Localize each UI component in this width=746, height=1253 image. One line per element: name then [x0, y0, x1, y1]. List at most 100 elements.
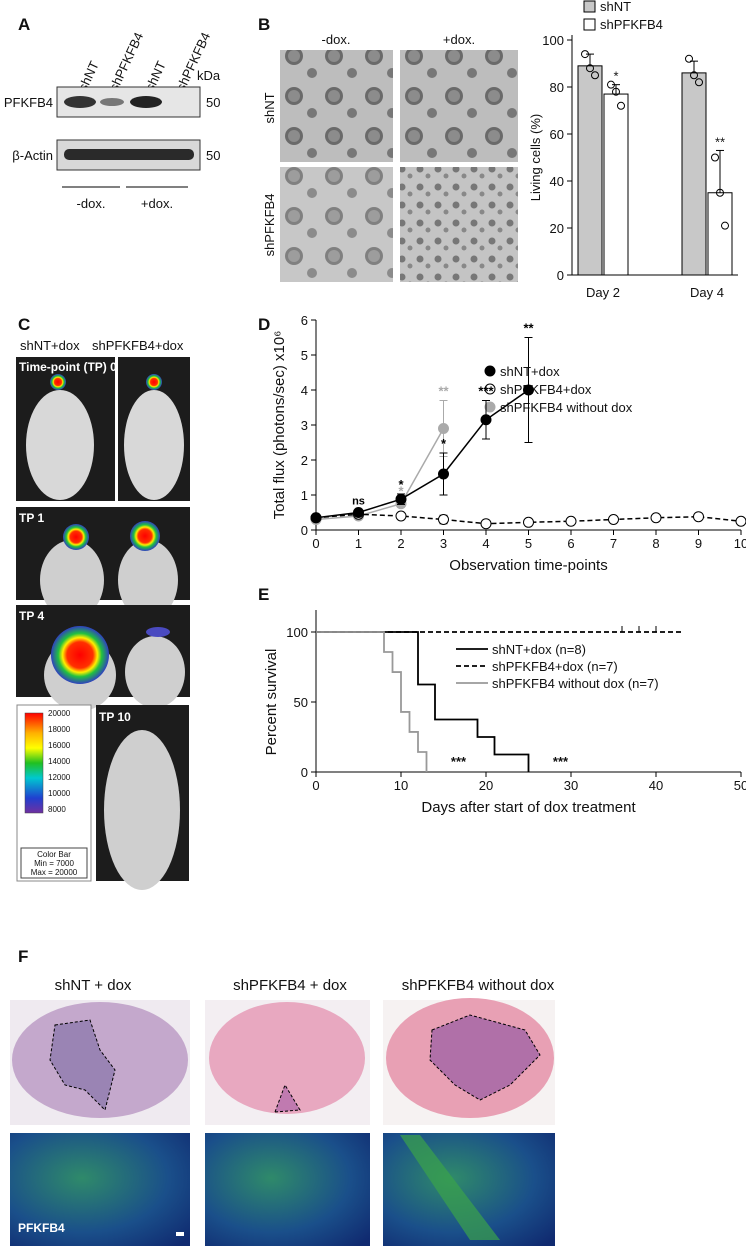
histology: PFKFB4	[10, 998, 555, 1246]
y-tick-label: 0	[301, 523, 308, 538]
legend-label: shPFKFB4	[600, 17, 663, 32]
legend-swatch	[583, 0, 596, 13]
series-line	[315, 513, 742, 525]
x-tick-label: 50	[734, 778, 746, 793]
mouse	[118, 540, 178, 620]
x-tick-label: 20	[479, 778, 493, 793]
color-bar-title: Color Bar	[37, 850, 71, 859]
series-line	[315, 428, 445, 521]
lane-label: shPFKFB4	[173, 30, 213, 93]
mouse	[40, 540, 104, 620]
column-label: -dox.	[322, 32, 351, 47]
y-tick-label: 40	[550, 174, 564, 189]
x-tick-label: 0	[312, 778, 319, 793]
y-tick-label: 5	[301, 348, 308, 363]
data-point	[523, 516, 534, 528]
lane-label: shPFKFB4	[106, 30, 146, 93]
y-tick-label: 1	[301, 488, 308, 503]
data-point	[395, 493, 407, 505]
data-point	[607, 80, 615, 89]
micrograph	[280, 50, 393, 162]
data-point	[480, 518, 492, 530]
legend-marker	[484, 401, 496, 413]
legend-label: shNT+dox	[500, 364, 560, 379]
significance: **	[438, 384, 449, 399]
data-point	[617, 101, 625, 110]
x-tick-label: Day 2	[586, 285, 620, 300]
data-point	[586, 64, 594, 73]
signal	[130, 521, 160, 551]
row-label: shNT	[262, 92, 277, 123]
signal	[50, 374, 66, 390]
color-bar-tick: 12000	[48, 773, 71, 782]
column-label: shPFKFB4 + dox	[233, 977, 347, 994]
legend-label: shPFKFB4+dox (n=7)	[492, 659, 618, 674]
x-tick-label: 30	[564, 778, 578, 793]
y-tick-label: 80	[550, 80, 564, 95]
color-bar-tick: 14000	[48, 757, 71, 766]
row-label: β-Actin	[12, 148, 53, 163]
x-tick-label: 10	[734, 536, 746, 551]
row-label: shPFKFB4	[262, 194, 277, 257]
y-tick-label: 3	[301, 418, 308, 433]
significance: ***	[553, 754, 569, 769]
size-label: 50	[206, 148, 220, 163]
signal	[51, 626, 109, 684]
significance: **	[523, 321, 534, 336]
band	[130, 96, 162, 108]
panel-label: E	[258, 585, 269, 604]
data-point	[581, 50, 589, 59]
color-bar-box	[20, 847, 88, 879]
stain-label: PFKFB4	[18, 1221, 65, 1235]
y-tick-label: 50	[294, 695, 308, 710]
data-point	[438, 423, 449, 434]
legend-label: shPFKFB4 without dox	[500, 400, 633, 415]
series-line	[315, 389, 529, 519]
significance: *	[398, 483, 404, 498]
color-bar-tick: 16000	[48, 741, 71, 750]
x-tick-label: 5	[525, 536, 532, 551]
tumor-outline	[274, 1083, 301, 1113]
mouse	[26, 390, 94, 500]
y-tick-label: 100	[286, 625, 308, 640]
survival-curve	[316, 631, 530, 772]
data-point	[685, 54, 693, 63]
data-point	[608, 514, 619, 525]
panel-label: A	[18, 15, 30, 34]
data-point	[395, 510, 407, 522]
micrograph	[280, 167, 393, 282]
data-point	[721, 221, 729, 230]
significance: **	[715, 134, 725, 149]
x-axis-label: Days after start of dox treatment	[421, 799, 636, 816]
y-tick-label: 2	[301, 453, 308, 468]
tumor-outline	[429, 1014, 541, 1101]
y-axis-label: Living cells (%)	[528, 114, 543, 201]
size-label: 50	[206, 95, 220, 110]
data-point	[591, 71, 599, 80]
column-label: shNT+dox	[20, 338, 80, 353]
group-label: -dox.	[77, 196, 106, 211]
data-point	[735, 515, 746, 527]
data-point	[690, 71, 698, 80]
mouse	[124, 390, 184, 500]
micrograph	[400, 167, 518, 282]
data-point	[310, 512, 322, 524]
data-point	[353, 507, 364, 518]
y-axis-label: Total flux (photons/sec) x10⁶	[271, 331, 288, 520]
timepoint-label: Time-point (TP) 0	[19, 360, 117, 374]
x-tick-label: 2	[397, 536, 404, 551]
y-tick-label: 0	[557, 268, 564, 283]
fiber	[400, 1135, 500, 1240]
significance: *	[398, 477, 404, 492]
micrograph	[400, 50, 518, 162]
signal	[63, 524, 89, 550]
legend-label: shNT+dox (n=8)	[492, 642, 586, 657]
color-bar-max: Max = 20000	[31, 868, 78, 877]
data-point	[695, 78, 703, 87]
timepoint-label: TP 10	[99, 710, 131, 724]
lane-labels: shNT shPFKFB4 shNT shPFKFB4	[75, 30, 213, 93]
column-label: shNT + dox	[55, 977, 132, 994]
y-tick-label: 6	[301, 313, 308, 328]
color-bar-min: Min = 7000	[34, 859, 74, 868]
